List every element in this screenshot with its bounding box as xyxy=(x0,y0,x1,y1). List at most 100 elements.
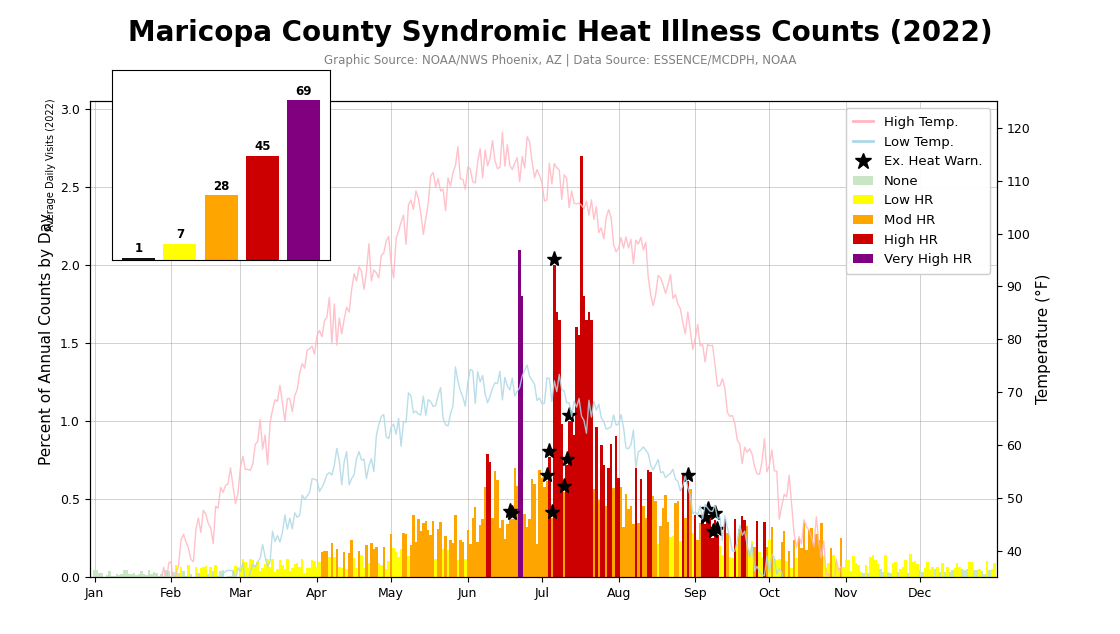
Bar xyxy=(259,571,261,577)
Bar xyxy=(691,533,694,577)
Bar xyxy=(420,531,422,577)
Bar xyxy=(750,541,754,577)
Bar xyxy=(993,563,996,577)
Bar xyxy=(615,436,617,577)
Bar xyxy=(771,527,773,577)
Bar xyxy=(146,575,148,577)
Bar xyxy=(558,320,560,577)
Bar xyxy=(965,569,969,577)
Bar xyxy=(291,567,293,577)
Bar xyxy=(172,573,175,577)
Bar xyxy=(610,444,613,577)
Bar xyxy=(541,477,543,577)
Bar xyxy=(404,534,408,577)
Bar xyxy=(437,529,439,577)
Bar xyxy=(402,533,404,577)
Bar xyxy=(424,521,427,577)
Bar xyxy=(687,481,689,577)
Bar xyxy=(400,548,402,577)
Bar xyxy=(508,517,511,577)
Bar xyxy=(617,478,619,577)
Bar xyxy=(377,563,380,577)
Bar xyxy=(392,548,395,577)
Bar xyxy=(240,567,242,577)
Bar xyxy=(808,529,810,577)
Bar xyxy=(333,557,336,577)
Bar xyxy=(551,518,553,577)
Bar xyxy=(464,559,467,577)
Bar xyxy=(793,541,795,577)
Bar xyxy=(672,536,674,577)
Bar xyxy=(395,552,398,577)
Bar xyxy=(486,454,488,577)
Bar xyxy=(548,457,551,577)
Bar xyxy=(318,562,320,577)
Bar xyxy=(187,566,189,577)
Bar xyxy=(130,574,133,577)
Bar xyxy=(209,567,212,577)
Bar xyxy=(578,335,580,577)
Bar xyxy=(716,535,719,577)
Bar xyxy=(637,523,640,577)
Bar xyxy=(281,566,283,577)
Text: 45: 45 xyxy=(254,140,271,153)
Bar xyxy=(872,555,875,577)
Bar xyxy=(269,567,271,577)
Bar xyxy=(642,506,644,577)
Bar xyxy=(467,530,469,577)
Bar xyxy=(556,312,558,577)
Bar xyxy=(924,569,926,577)
Bar xyxy=(763,522,766,577)
Bar xyxy=(535,544,539,577)
Bar xyxy=(885,555,887,577)
Bar xyxy=(514,468,516,577)
Y-axis label: Temperature (°F): Temperature (°F) xyxy=(1036,274,1051,404)
Bar xyxy=(306,568,308,577)
Bar xyxy=(713,520,716,577)
Bar xyxy=(202,567,205,577)
Bar xyxy=(351,540,353,577)
Bar xyxy=(652,496,654,577)
Bar xyxy=(185,576,187,577)
Bar xyxy=(442,549,445,577)
Bar xyxy=(164,243,196,260)
Bar xyxy=(976,570,978,577)
Bar xyxy=(990,569,993,577)
Bar xyxy=(417,519,420,577)
Bar xyxy=(822,555,825,577)
Bar xyxy=(496,480,498,577)
Bar xyxy=(881,573,885,577)
Bar xyxy=(249,559,252,577)
Bar xyxy=(150,574,152,577)
Bar xyxy=(689,489,691,577)
Bar xyxy=(256,562,259,577)
Bar xyxy=(412,515,414,577)
Bar xyxy=(754,547,756,577)
Bar xyxy=(511,519,514,577)
Bar xyxy=(746,526,748,577)
Bar xyxy=(357,550,361,577)
Bar xyxy=(988,570,990,577)
Bar xyxy=(605,505,607,577)
Bar xyxy=(697,540,699,577)
Bar xyxy=(316,567,318,577)
Bar xyxy=(472,518,474,577)
Bar xyxy=(234,566,236,577)
Bar xyxy=(775,560,778,577)
Bar xyxy=(803,523,805,577)
Bar xyxy=(427,530,429,577)
Bar xyxy=(324,551,326,577)
Bar xyxy=(570,421,572,577)
Bar xyxy=(825,568,828,577)
Bar xyxy=(879,569,881,577)
Bar xyxy=(865,565,867,577)
Bar xyxy=(813,543,815,577)
Bar xyxy=(244,562,246,577)
Bar xyxy=(408,556,410,577)
Bar xyxy=(523,514,526,577)
Bar xyxy=(889,573,892,577)
Bar xyxy=(488,462,492,577)
Bar xyxy=(971,562,973,577)
Bar xyxy=(568,422,570,577)
Bar xyxy=(498,527,501,577)
